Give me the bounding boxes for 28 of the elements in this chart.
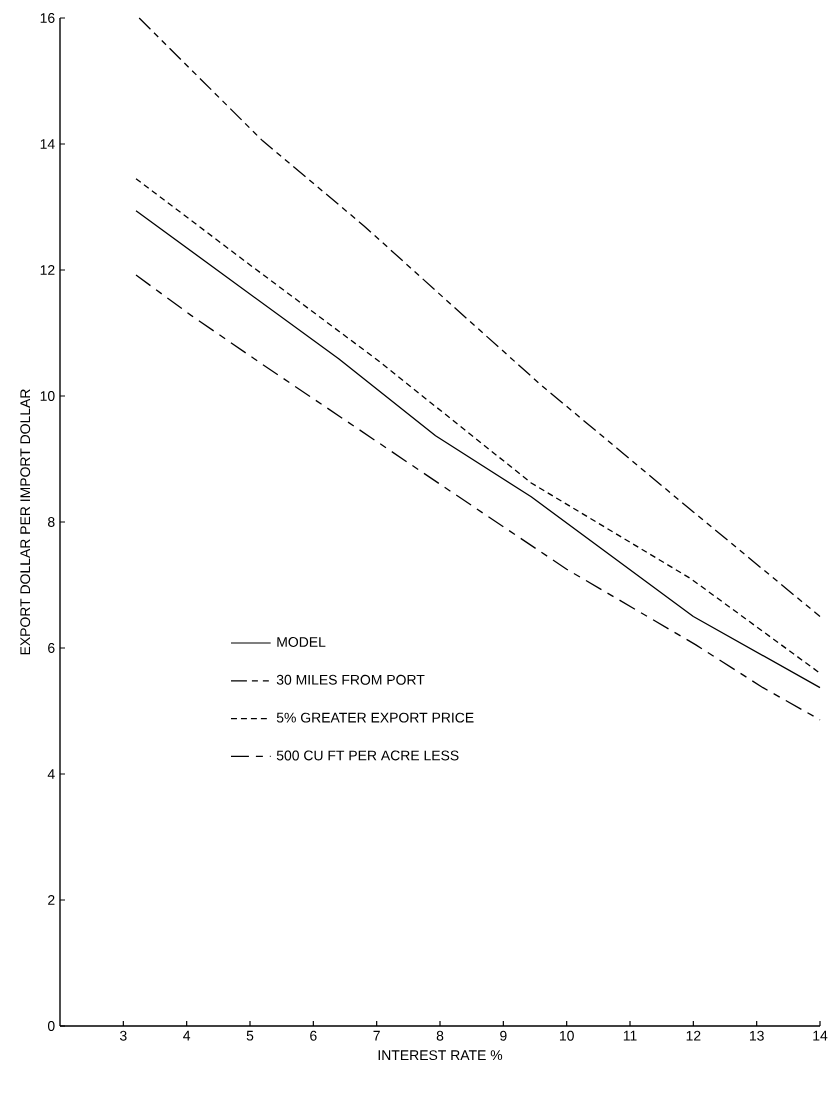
y-tick-label: 8 [48, 517, 55, 527]
y-axis-title: EXPORT DOLLAR PER IMPORT DOLLAR [20, 389, 31, 655]
y-tick-label: 4 [47, 769, 55, 779]
x-tick-label: 14 [813, 1030, 828, 1041]
x-tick-label: 11 [623, 1030, 637, 1041]
y-tick-label: 14 [40, 139, 55, 149]
x-tick-label: 8 [436, 1030, 444, 1041]
line-series [138, 17, 821, 618]
x-tick-label: 10 [559, 1030, 574, 1041]
y-tick-label: 0 [47, 1021, 55, 1031]
x-tick-label: 9 [500, 1030, 507, 1041]
y-tick-label: 2 [48, 895, 55, 905]
x-tick-label: 3 [119, 1030, 127, 1041]
y-tick-label: 10 [40, 391, 55, 401]
x-tick-label: 6 [310, 1030, 317, 1041]
x-tick-label: 12 [686, 1030, 701, 1041]
x-tick-label: 7 [373, 1030, 380, 1041]
x-tick-label: 13 [749, 1030, 764, 1041]
y-tick-label: 16 [40, 13, 55, 23]
y-tick-label: 6 [48, 643, 55, 653]
x-tick-label: 5 [246, 1030, 254, 1041]
legend-label: 500 CU FT PER ACRE LESS [276, 750, 459, 761]
legend-label: 30 MILES FROM PORT [276, 674, 425, 685]
legend-label: 5% GREATER EXPORT PRICE [276, 712, 474, 723]
legend-label: MODEL [277, 637, 326, 647]
x-axis-title: INTEREST RATE % [378, 1050, 503, 1061]
x-tick-label: 4 [183, 1030, 191, 1041]
y-tick-label: 12 [40, 265, 55, 275]
